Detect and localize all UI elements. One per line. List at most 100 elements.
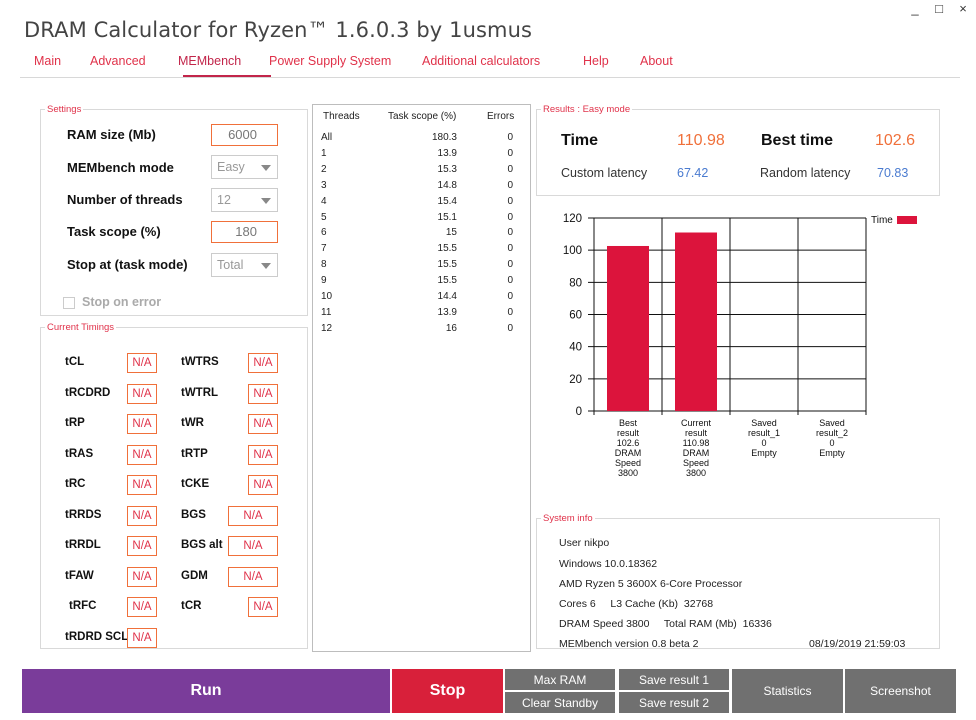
close-icon[interactable]: × xyxy=(959,1,967,16)
tab-additional-calculators[interactable]: Additional calculators xyxy=(422,54,541,68)
x-category-label: Best xyxy=(619,418,638,428)
errors-cell: 0 xyxy=(507,291,513,302)
thread-id-cell: 12 xyxy=(321,322,333,334)
task-scope-input[interactable]: 180 xyxy=(211,221,278,243)
stop-on-error-checkbox[interactable] xyxy=(63,297,75,309)
ram-size-input[interactable]: 6000 xyxy=(211,124,278,146)
thread-id-cell: 4 xyxy=(321,195,327,207)
thread-id-cell: 5 xyxy=(321,211,327,223)
tab-power-supply-system[interactable]: Power Supply System xyxy=(269,54,392,68)
number-of-threads-label: Number of threads xyxy=(67,192,183,207)
x-category-label: DRAM xyxy=(683,448,710,458)
errors-cell: 0 xyxy=(507,195,513,207)
timing-value: N/A xyxy=(248,444,278,465)
settings-group: Settings RAM size (Mb) 6000 MEMbench mod… xyxy=(40,104,308,316)
timing-label: tWTRL xyxy=(181,386,219,399)
task-scope-cell: 15.5 xyxy=(437,275,457,287)
stop-at-label: Stop at (task mode) xyxy=(67,257,188,272)
random-latency-value: 70.83 xyxy=(877,166,909,180)
x-category-label: 0 xyxy=(761,438,766,448)
task-scope-cell: 15.1 xyxy=(437,211,457,223)
x-category-label: 102.6 xyxy=(617,438,640,448)
number-of-threads-select[interactable]: 12 xyxy=(211,188,278,212)
timing-value: N/A xyxy=(127,627,157,648)
timing-label: tRP xyxy=(65,417,85,429)
errors-header: Errors xyxy=(487,111,515,122)
save-result-2-button[interactable]: Save result 2 xyxy=(619,692,729,713)
thread-id-cell: 2 xyxy=(321,163,327,175)
errors-cell: 0 xyxy=(507,132,513,143)
task-scope-cell: 14.8 xyxy=(437,179,457,191)
x-category-label: Speed xyxy=(615,458,641,468)
thread-id-cell: 8 xyxy=(321,259,327,271)
task-scope-cell: 15.3 xyxy=(437,163,457,175)
max-ram-button[interactable]: Max RAM xyxy=(505,669,615,690)
stop-button[interactable]: Stop xyxy=(392,669,503,713)
time-value: 110.98 xyxy=(677,132,725,149)
x-category-label: 3800 xyxy=(686,468,706,478)
statistics-button[interactable]: Statistics xyxy=(732,669,843,713)
table-row: 6 15 0 xyxy=(313,227,530,239)
results-legend: Results : Easy mode xyxy=(543,104,631,115)
task-scope-cell: 13.9 xyxy=(437,306,457,318)
thread-id-cell: 10 xyxy=(321,291,333,302)
clear-standby-button[interactable]: Clear Standby xyxy=(505,692,615,713)
y-tick-label: 80 xyxy=(569,277,582,289)
best-time-value: 102.6 xyxy=(875,132,916,149)
task-scope-label: Task scope (%) xyxy=(67,224,161,239)
results-group: Results : Easy mode Time 110.98 Best tim… xyxy=(536,104,940,196)
table-row: 7 15.5 0 xyxy=(313,243,530,255)
timing-label: tRRDL xyxy=(65,539,101,551)
minimize-icon[interactable]: _ xyxy=(911,1,919,16)
maximize-icon[interactable]: □ xyxy=(935,1,943,16)
timing-label: tWTRS xyxy=(181,356,219,368)
chevron-down-icon xyxy=(261,198,271,204)
tab-about[interactable]: About xyxy=(640,54,673,68)
x-category-label: Saved xyxy=(819,418,845,428)
tab-membench[interactable]: MEMbench xyxy=(178,54,242,68)
table-row: 1 13.9 0 xyxy=(313,148,530,160)
x-category-label: Saved xyxy=(751,418,777,428)
thread-id-cell: 1 xyxy=(321,147,327,159)
thread-id-cell: 9 xyxy=(321,275,327,287)
timing-value: N/A xyxy=(248,475,278,495)
errors-cell: 0 xyxy=(507,179,513,191)
tab-help[interactable]: Help xyxy=(583,54,609,68)
stop-at-select[interactable]: Total xyxy=(211,253,278,277)
membench-mode-value: Easy xyxy=(217,160,245,174)
timing-value: N/A xyxy=(127,383,157,404)
table-row: 12 16 0 xyxy=(313,323,530,335)
save-result-1-button[interactable]: Save result 1 xyxy=(619,669,729,690)
ram-size-label: RAM size (Mb) xyxy=(67,127,156,142)
errors-cell: 0 xyxy=(507,259,513,271)
errors-cell: 0 xyxy=(507,243,513,255)
membench-mode-select[interactable]: Easy xyxy=(211,155,278,179)
table-row: 9 15.5 0 xyxy=(313,275,530,287)
task-scope-header: Task scope (%) xyxy=(388,111,457,122)
timing-label: tCL xyxy=(65,356,85,368)
timing-value: N/A xyxy=(127,597,157,617)
timing-label: tRRDS xyxy=(65,508,102,521)
custom-latency-label: Custom latency xyxy=(561,166,648,180)
tab-main[interactable]: Main xyxy=(34,54,62,68)
system-info-group: System info User nikpo Windows 10.0.1836… xyxy=(536,513,940,650)
y-tick-label: 40 xyxy=(569,342,582,354)
timing-label: tRTP xyxy=(181,447,208,460)
timing-value: N/A xyxy=(228,505,278,526)
timing-value: N/A xyxy=(127,475,157,495)
thread-id-cell: 11 xyxy=(321,306,332,318)
x-category-label: Empty xyxy=(819,448,845,458)
timing-label: tCR xyxy=(181,600,202,612)
timing-value: N/A xyxy=(127,444,157,465)
x-category-label: result xyxy=(685,428,708,438)
table-row: 4 15.4 0 xyxy=(313,196,530,208)
timing-label: tCKE xyxy=(181,478,210,490)
tab-advanced[interactable]: Advanced xyxy=(90,54,146,68)
timing-value: N/A xyxy=(228,536,278,556)
best-time-label: Best time xyxy=(761,132,834,149)
timing-label: BGS alt xyxy=(181,539,223,551)
timing-value: N/A xyxy=(127,566,157,587)
time-label: Time xyxy=(561,132,599,149)
run-button[interactable]: Run xyxy=(22,669,390,713)
screenshot-button[interactable]: Screenshot xyxy=(845,669,956,713)
